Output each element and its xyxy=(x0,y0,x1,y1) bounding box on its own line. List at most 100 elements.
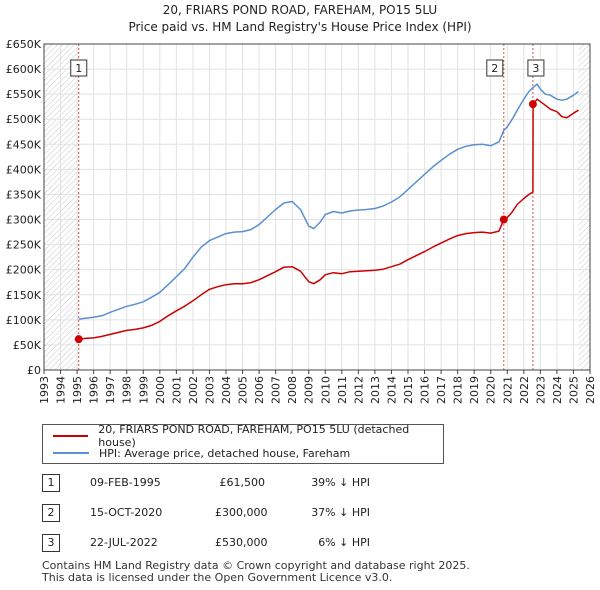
series xyxy=(74,83,579,344)
legend: 20, FRIARS POND ROAD, FAREHAM, PO15 5LU … xyxy=(42,423,444,464)
sale-hpi-diff: 37% ↓ HPI xyxy=(311,506,370,519)
legend-hpi-label: HPI: Average price, detached house, Fare… xyxy=(99,446,351,460)
table-row: 1 09-FEB-1995 £61,500 39% ↓ HPI xyxy=(0,474,600,494)
legend-red-line xyxy=(53,435,89,437)
x-tick-label: 2007 xyxy=(270,376,283,404)
x-tick-label: 2021 xyxy=(501,376,514,404)
sale-badges: 1 2 3 xyxy=(70,59,545,77)
table-row: 3 22-JUL-2022 £530,000 6% ↓ HPI xyxy=(0,534,600,554)
sale-badge-label: 1 xyxy=(75,62,82,75)
x-tick-label: 2013 xyxy=(369,376,382,404)
sale-date: 15-OCT-2020 xyxy=(90,506,163,519)
x-tick-label: 2010 xyxy=(319,376,332,404)
legend-blue-line xyxy=(53,452,89,454)
sale-point xyxy=(74,335,83,344)
y-tick-label: £400K xyxy=(6,163,42,176)
x-tick-label: 2019 xyxy=(468,376,481,404)
hatched-regions xyxy=(44,44,590,370)
x-tick-label: 2003 xyxy=(203,376,216,404)
x-tick-label: 2018 xyxy=(452,376,465,404)
x-tick-label: 2009 xyxy=(303,376,316,404)
tick-labels: £0 £50K £100K £150K £200K £250K £300K £350K £400… xyxy=(6,38,597,404)
chart-title: 20, FRIARS POND ROAD, FAREHAM, PO15 5LU xyxy=(163,3,437,17)
gridlines xyxy=(43,43,591,371)
sale-number-badge: 2 xyxy=(42,504,60,522)
sale-badge-box xyxy=(70,59,88,77)
x-tick-label: 2025 xyxy=(567,376,580,404)
y-tick-label: £200K xyxy=(6,264,42,277)
y-tick-label: £150K xyxy=(6,289,42,302)
x-tick-label: 1998 xyxy=(121,376,134,404)
y-tick-label: £450K xyxy=(6,138,42,151)
legend-property-label: 20, FRIARS POND ROAD, FAREHAM, PO15 5LU … xyxy=(98,423,410,449)
x-tick-label: 1993 xyxy=(38,376,51,404)
sale-badge-label: 3 xyxy=(532,62,539,75)
sale-marker-lines xyxy=(78,44,534,370)
hatched-region xyxy=(44,44,79,370)
y-tick-label: £500K xyxy=(6,113,42,126)
y-tick-label: £350K xyxy=(6,188,42,201)
sale-badge-box xyxy=(527,59,545,77)
x-tick-label: 2023 xyxy=(534,376,547,404)
x-tick-label: 2008 xyxy=(286,376,299,404)
x-tick-label: 2001 xyxy=(170,376,183,404)
sale-date: 09-FEB-1995 xyxy=(90,476,161,489)
y-tick-label: £100K xyxy=(6,314,42,327)
chart-subtitle: Price paid vs. HM Land Registry's House … xyxy=(128,20,471,34)
sale-price: £530,000 xyxy=(215,536,268,549)
sale-point xyxy=(528,100,537,109)
footer-line-1: Contains HM Land Registry data © Crown c… xyxy=(42,559,470,572)
x-tick-label: 2022 xyxy=(518,376,531,404)
hatched-region xyxy=(578,44,590,370)
sale-hpi-diff: 39% ↓ HPI xyxy=(311,476,370,489)
y-tick-label: £600K xyxy=(6,63,42,76)
sale-number-badge: 3 xyxy=(42,534,60,552)
sale-hpi-diff: 6% ↓ HPI xyxy=(318,536,370,549)
y-tick-label: £650K xyxy=(6,38,42,51)
sale-price: £300,000 xyxy=(215,506,268,519)
x-tick-label: 1996 xyxy=(88,376,101,404)
y-tick-label: £300K xyxy=(6,214,42,227)
chart: 20, FRIARS POND ROAD, FAREHAM, PO15 5LU … xyxy=(6,3,597,404)
y-tick-label: £50K xyxy=(13,339,42,352)
x-tick-label: 2014 xyxy=(385,376,398,404)
legend-item-hpi: HPI: Average price, detached house, Fare… xyxy=(53,445,350,461)
x-tick-label: 1999 xyxy=(137,376,150,404)
sale-badge-label: 2 xyxy=(491,62,498,75)
sale-badge: 3 xyxy=(527,59,545,77)
x-tick-label: 2002 xyxy=(187,376,200,404)
y-tick-label: £250K xyxy=(6,239,42,252)
x-tick-label: 2005 xyxy=(237,376,250,404)
y-tick-label: £0 xyxy=(27,364,41,377)
x-tick-label: 2026 xyxy=(584,376,597,404)
sale-number-badge: 1 xyxy=(42,474,60,492)
x-tick-label: 2000 xyxy=(154,376,167,404)
x-tick-label: 1995 xyxy=(71,376,84,404)
footer-attribution: Contains HM Land Registry data © Crown c… xyxy=(42,560,470,584)
x-tick-label: 2016 xyxy=(419,376,432,404)
x-tick-label: 2006 xyxy=(253,376,266,404)
sale-badge: 1 xyxy=(70,59,88,77)
x-tick-label: 2011 xyxy=(336,376,349,404)
legend-item-property: 20, FRIARS POND ROAD, FAREHAM, PO15 5LU … xyxy=(53,423,443,449)
x-tick-label: 1997 xyxy=(104,376,117,404)
footer-line-2: This data is licensed under the Open Gov… xyxy=(42,571,393,584)
x-tick-label: 2004 xyxy=(220,376,233,404)
sale-price: £61,500 xyxy=(219,476,266,489)
axes xyxy=(43,43,591,374)
table-row: 2 15-OCT-2020 £300,000 37% ↓ HPI xyxy=(0,504,600,524)
x-tick-label: 2015 xyxy=(402,376,415,404)
sale-point xyxy=(499,215,508,224)
x-tick-label: 2012 xyxy=(352,376,365,404)
x-tick-label: 2024 xyxy=(551,376,564,404)
x-tick-label: 2017 xyxy=(435,376,448,404)
x-tick-label: 1994 xyxy=(55,376,68,404)
series-line xyxy=(78,98,579,340)
x-tick-label: 2020 xyxy=(485,376,498,404)
series-line xyxy=(78,83,579,321)
y-tick-label: £550K xyxy=(6,88,42,101)
sale-badge: 2 xyxy=(486,59,504,77)
plot-frame xyxy=(43,43,591,371)
sale-badge-box xyxy=(486,59,504,77)
sale-date: 22-JUL-2022 xyxy=(90,536,158,549)
